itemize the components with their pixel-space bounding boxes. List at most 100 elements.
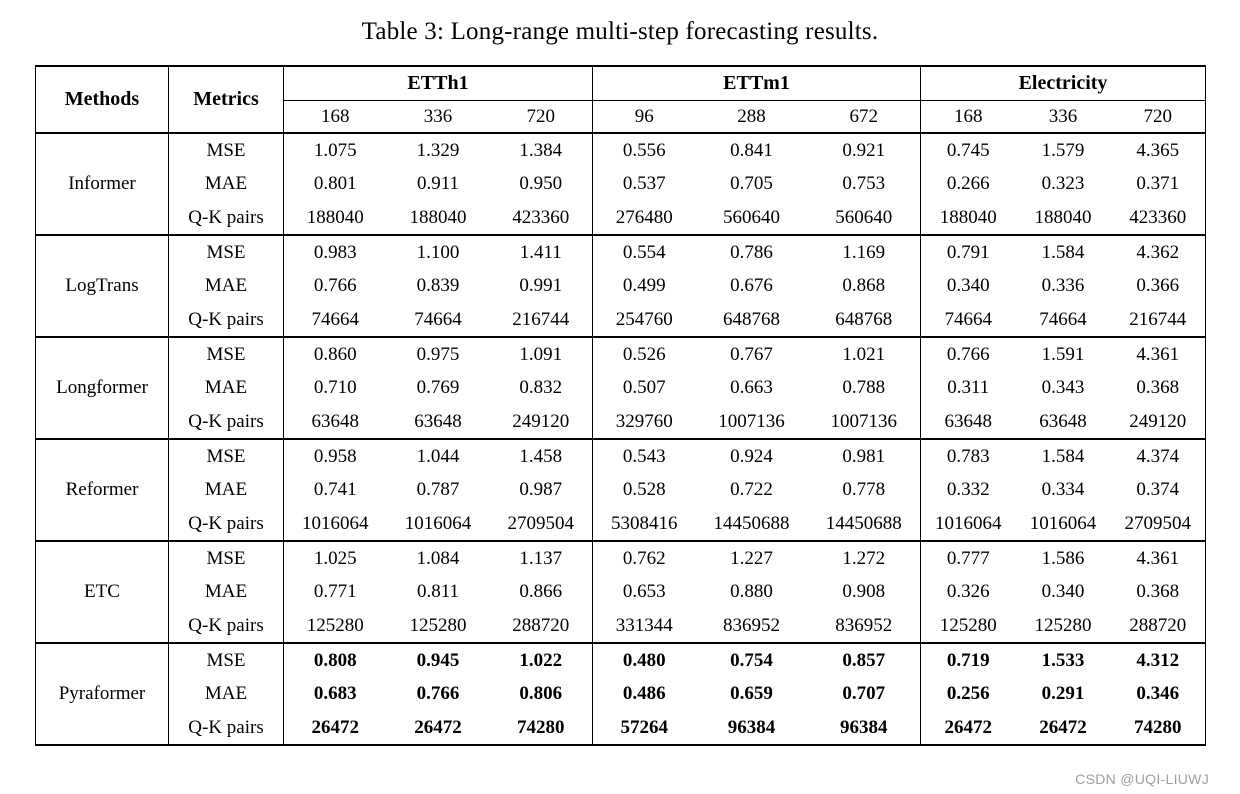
value-cell: 0.908 xyxy=(807,575,921,609)
value-cell: 0.880 xyxy=(730,581,773,602)
table-row: Informer MSE 1.075 1.329 1.384 0.556 0.841 0.92… xyxy=(35,133,1206,236)
method-name: Reformer xyxy=(35,439,169,542)
value-cell: 0.374 xyxy=(1136,479,1180,500)
value-cell: 0.754 xyxy=(730,649,773,671)
horizon-header: 336 xyxy=(1015,100,1111,134)
table-row: MAE 0.801 0.911 0.950 0.537 0.705 0.753 0.266 0.… xyxy=(36,167,1206,201)
value-cell: 0.788 xyxy=(807,371,921,405)
value-cell: 26472 xyxy=(944,716,993,738)
col-header-metrics: Metrics xyxy=(168,66,284,134)
value-cell: 288720 xyxy=(1110,609,1206,644)
value-cell: 0.753 xyxy=(807,167,921,201)
table-row: ETC MSE 1.025 1.084 1.137 0.762 1.227 1.272 0.77… xyxy=(35,541,1206,644)
value-cell: 0.771 xyxy=(313,581,357,602)
value-cell: 1.100 xyxy=(416,241,460,263)
value-cell: 1.384 xyxy=(489,133,593,167)
value-cell: 1.272 xyxy=(807,541,921,575)
value-cell: 0.705 xyxy=(730,173,773,194)
value-cell: 0.808 xyxy=(313,649,357,671)
value-cell: 1.227 xyxy=(730,547,773,569)
value-cell: 125280 xyxy=(283,609,387,644)
value-cell: 0.528 xyxy=(622,479,666,500)
horizon-header: 168 xyxy=(920,100,1016,134)
value-cell: 0.766 xyxy=(946,343,990,365)
value-cell: 0.554 xyxy=(622,241,666,263)
value-cell: 423360 xyxy=(1110,201,1206,236)
metric-label: MAE xyxy=(168,677,284,711)
method-name: LogTrans xyxy=(35,235,169,338)
value-cell: 1016064 xyxy=(386,507,490,542)
value-cell: 0.499 xyxy=(622,275,666,296)
value-cell: 0.811 xyxy=(416,581,460,602)
value-cell: 1.458 xyxy=(489,439,593,473)
value-cell: 0.346 xyxy=(1136,683,1180,704)
metric-label: MAE xyxy=(168,575,284,609)
value-cell: 4.374 xyxy=(1136,445,1180,467)
metric-label: MSE xyxy=(168,235,284,269)
metric-label: Q-K pairs xyxy=(168,303,284,338)
value-cell: 0.791 xyxy=(946,241,990,263)
value-cell: 1.591 xyxy=(1041,343,1085,365)
value-cell: 836952 xyxy=(807,609,921,644)
value-cell: 1.584 xyxy=(1041,241,1085,263)
value-cell: 125280 xyxy=(386,609,490,644)
value-cell: 288720 xyxy=(489,609,593,644)
value-cell: 0.857 xyxy=(807,643,921,677)
value-cell: 249120 xyxy=(489,405,593,440)
watermark: CSDN @UQI-LIUWJ xyxy=(1075,771,1209,787)
method-name: Informer xyxy=(35,133,169,236)
value-cell: 188040 xyxy=(386,201,490,236)
value-cell: 14450688 xyxy=(807,507,921,542)
value-cell: 125280 xyxy=(920,609,1016,644)
value-cell: 0.334 xyxy=(1041,479,1085,500)
value-cell: 0.766 xyxy=(416,683,460,704)
value-cell: 188040 xyxy=(1015,201,1111,236)
value-cell: 1.044 xyxy=(416,445,460,467)
table-row: MAE 0.710 0.769 0.832 0.507 0.663 0.788 0.311 0.… xyxy=(36,371,1206,405)
value-cell: 74280 xyxy=(1134,716,1182,738)
value-cell: 63648 xyxy=(283,405,387,440)
value-cell: 276480 xyxy=(592,201,696,236)
value-cell: 1.137 xyxy=(489,541,593,575)
table-row: Q-K pairs 74664 74664 216744 254760 648768 648… xyxy=(36,303,1206,338)
value-cell: 1.533 xyxy=(1041,649,1085,671)
value-cell: 0.762 xyxy=(622,547,666,569)
table-row: MAE 0.683 0.766 0.806 0.486 0.659 0.707 0.256 0.… xyxy=(36,677,1206,711)
value-cell: 0.766 xyxy=(313,275,357,296)
value-cell: 26472 xyxy=(1039,716,1087,738)
value-cell: 0.786 xyxy=(730,241,773,263)
horizon-header: 720 xyxy=(489,100,593,134)
value-cell: 0.323 xyxy=(1041,173,1085,194)
horizon-header: 672 xyxy=(807,100,921,134)
horizon-header: 288 xyxy=(695,100,808,134)
table-row: Q-K pairs 125280 125280 288720 331344 836952 8… xyxy=(36,609,1206,644)
value-cell: 0.769 xyxy=(416,377,460,398)
value-cell: 4.361 xyxy=(1136,343,1180,365)
value-cell: 560640 xyxy=(807,201,921,236)
value-cell: 0.777 xyxy=(946,547,990,569)
horizon-header: 720 xyxy=(1110,100,1206,134)
metric-label: Q-K pairs xyxy=(168,201,284,236)
value-cell: 1.584 xyxy=(1041,445,1085,467)
value-cell: 0.676 xyxy=(730,275,773,296)
metric-label: MAE xyxy=(168,269,284,303)
value-cell: 0.291 xyxy=(1041,683,1085,704)
value-cell: 1.021 xyxy=(807,337,921,371)
dataset-group-header-ettm1: ETTm1 xyxy=(592,66,921,101)
metric-label: Q-K pairs xyxy=(168,405,284,440)
value-cell: 0.806 xyxy=(489,677,593,711)
dataset-group-header-etth1: ETTh1 xyxy=(283,66,593,101)
horizon-header: 96 xyxy=(592,100,696,134)
value-cell: 0.719 xyxy=(946,649,990,671)
value-cell: 0.480 xyxy=(622,649,666,671)
table-row: MAE 0.741 0.787 0.987 0.528 0.722 0.778 0.332 0.… xyxy=(36,473,1206,507)
metric-label: MSE xyxy=(168,337,284,371)
method-name: ETC xyxy=(35,541,169,644)
value-cell: 0.683 xyxy=(313,683,357,704)
value-cell: 1.084 xyxy=(416,547,460,569)
value-cell: 249120 xyxy=(1110,405,1206,440)
table-row: MAE 0.771 0.811 0.866 0.653 0.880 0.908 0.326 0.… xyxy=(36,575,1206,609)
value-cell: 1.586 xyxy=(1041,547,1085,569)
value-cell: 216744 xyxy=(1110,303,1206,338)
